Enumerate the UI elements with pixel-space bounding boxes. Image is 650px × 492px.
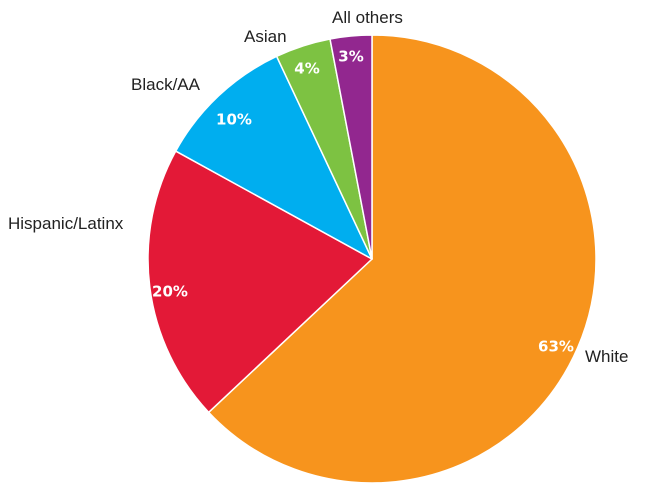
category-label-black-aa: Black/AA — [131, 75, 201, 94]
category-label-hispanic-latinx: Hispanic/Latinx — [8, 214, 124, 233]
percent-label-black-aa: 10% — [216, 111, 252, 129]
slice-white — [207, 34, 597, 484]
percent-labels-layer: 63% 20% 10% 4% 3% — [152, 48, 574, 356]
slice-black-aa — [174, 55, 373, 260]
slices-layer — [147, 34, 597, 484]
percent-label-asian: 4% — [294, 60, 319, 78]
slice-all-others — [329, 34, 373, 260]
slice-hispanic-latinx — [147, 150, 373, 414]
percent-label-hispanic-latinx: 20% — [152, 283, 188, 301]
category-label-white: White — [585, 347, 628, 366]
percent-label-all-others: 3% — [338, 48, 363, 66]
category-label-all-others: All others — [332, 8, 403, 27]
category-labels-layer: White Hispanic/Latinx Black/AA Asian All oth… — [8, 8, 628, 366]
percent-label-white: 63% — [538, 338, 574, 356]
category-label-asian: Asian — [244, 27, 287, 46]
